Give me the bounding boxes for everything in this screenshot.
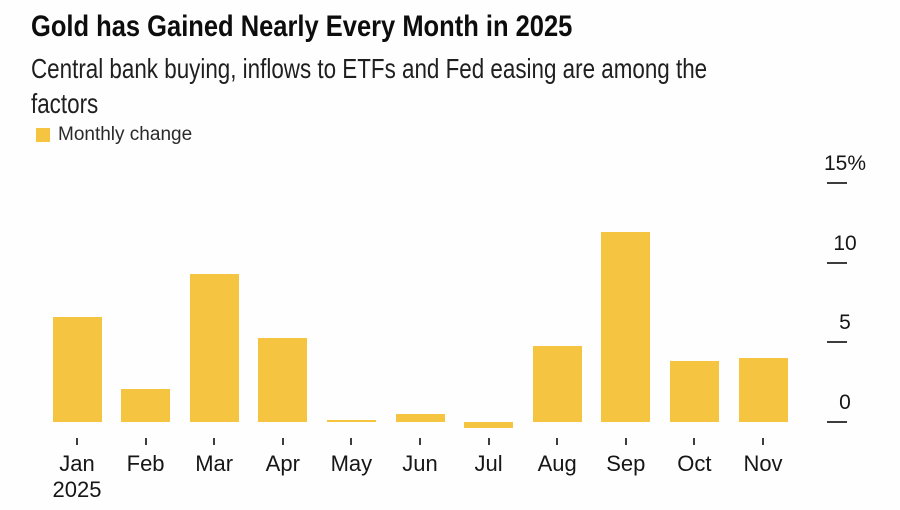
y-axis-tick-10 xyxy=(827,261,847,264)
x-axis-tick-feb xyxy=(144,438,147,445)
y-axis-tick-15 xyxy=(827,182,847,185)
x-axis-label-sep: Sep xyxy=(606,451,646,476)
x-axis-tick-jun xyxy=(419,438,421,445)
x-axis-label-mar: Mar xyxy=(195,451,234,476)
bar-mar xyxy=(189,273,239,422)
x-axis-label-nov: Nov xyxy=(743,451,783,476)
x-axis-label-jun: Jun xyxy=(402,451,438,476)
x-axis-label-may: May xyxy=(330,451,373,476)
legend-swatch-icon xyxy=(36,128,50,142)
bar-apr xyxy=(258,337,308,422)
x-axis-tick-jan xyxy=(76,438,78,445)
y-axis-tick-5 xyxy=(827,341,847,344)
x-axis-label-jul: Jul xyxy=(474,451,503,476)
x-axis-tick-aug xyxy=(556,438,559,445)
bar-jun xyxy=(395,414,445,422)
y-axis-tick-0 xyxy=(827,421,847,423)
x-axis-tick-mar xyxy=(213,438,216,445)
bar-nov xyxy=(738,358,788,422)
chart-subtitle: Central bank buying, inflows to ETFs and… xyxy=(31,51,707,121)
y-axis-label-15: 15% xyxy=(823,152,867,176)
x-axis-tick-jul xyxy=(487,438,490,445)
x-axis-label-apr: Apr xyxy=(265,451,300,476)
bar-feb xyxy=(121,388,171,422)
bar-may xyxy=(326,420,376,422)
x-axis-tick-apr xyxy=(281,438,284,445)
bar-aug xyxy=(532,345,582,422)
x-axis-tick-nov xyxy=(762,438,764,445)
x-axis-label-aug: Aug xyxy=(537,451,577,476)
x-axis-tick-sep xyxy=(624,438,627,445)
x-axis-label-feb: Feb xyxy=(126,451,165,476)
chart-subtitle-line-2: factors xyxy=(31,88,99,119)
chart-subtitle-line-1: Central bank buying, inflows to ETFs and… xyxy=(31,53,708,84)
bar-sep xyxy=(601,232,651,422)
legend: Monthly change xyxy=(36,124,192,146)
legend-label: Monthly change xyxy=(58,124,193,145)
bar-jul xyxy=(464,422,514,429)
y-axis-label-0: 0 xyxy=(839,391,851,414)
x-axis-label-oct: Oct xyxy=(677,451,712,476)
x-axis-year-label: 2025 xyxy=(52,477,102,502)
x-axis-tick-may xyxy=(350,438,353,445)
x-axis-tick-oct xyxy=(693,438,696,445)
y-axis-label-10: 10 xyxy=(833,231,857,255)
y-axis-label-5: 5 xyxy=(839,311,851,335)
bar-oct xyxy=(669,361,719,422)
bar-jan xyxy=(52,316,102,422)
x-axis-label-jan: Jan xyxy=(59,451,95,476)
chart-title: Gold has Gained Nearly Every Month in 20… xyxy=(31,10,573,43)
